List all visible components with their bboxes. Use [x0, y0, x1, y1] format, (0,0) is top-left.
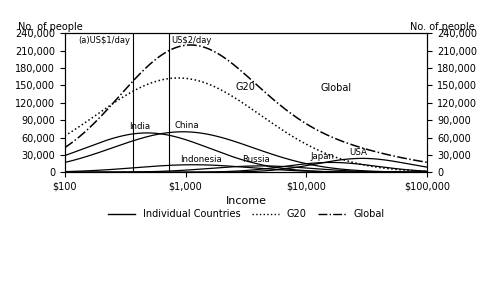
Text: No. of people: No. of people [410, 22, 474, 32]
Text: Russia: Russia [242, 155, 270, 165]
Text: Global: Global [320, 83, 351, 93]
Text: China: China [174, 121, 199, 130]
Legend: Individual Countries, G20, Global: Individual Countries, G20, Global [104, 205, 388, 223]
Text: Japan: Japan [310, 152, 334, 161]
Text: (a)US$1/day: (a)US$1/day [79, 36, 130, 45]
Text: Indonesia: Indonesia [181, 155, 222, 164]
X-axis label: Income: Income [225, 196, 267, 206]
Text: No. of people: No. of people [18, 22, 82, 32]
Text: US$2/day: US$2/day [171, 36, 212, 45]
Text: India: India [129, 122, 151, 131]
Text: USA: USA [350, 148, 368, 157]
Text: G20: G20 [236, 82, 256, 92]
